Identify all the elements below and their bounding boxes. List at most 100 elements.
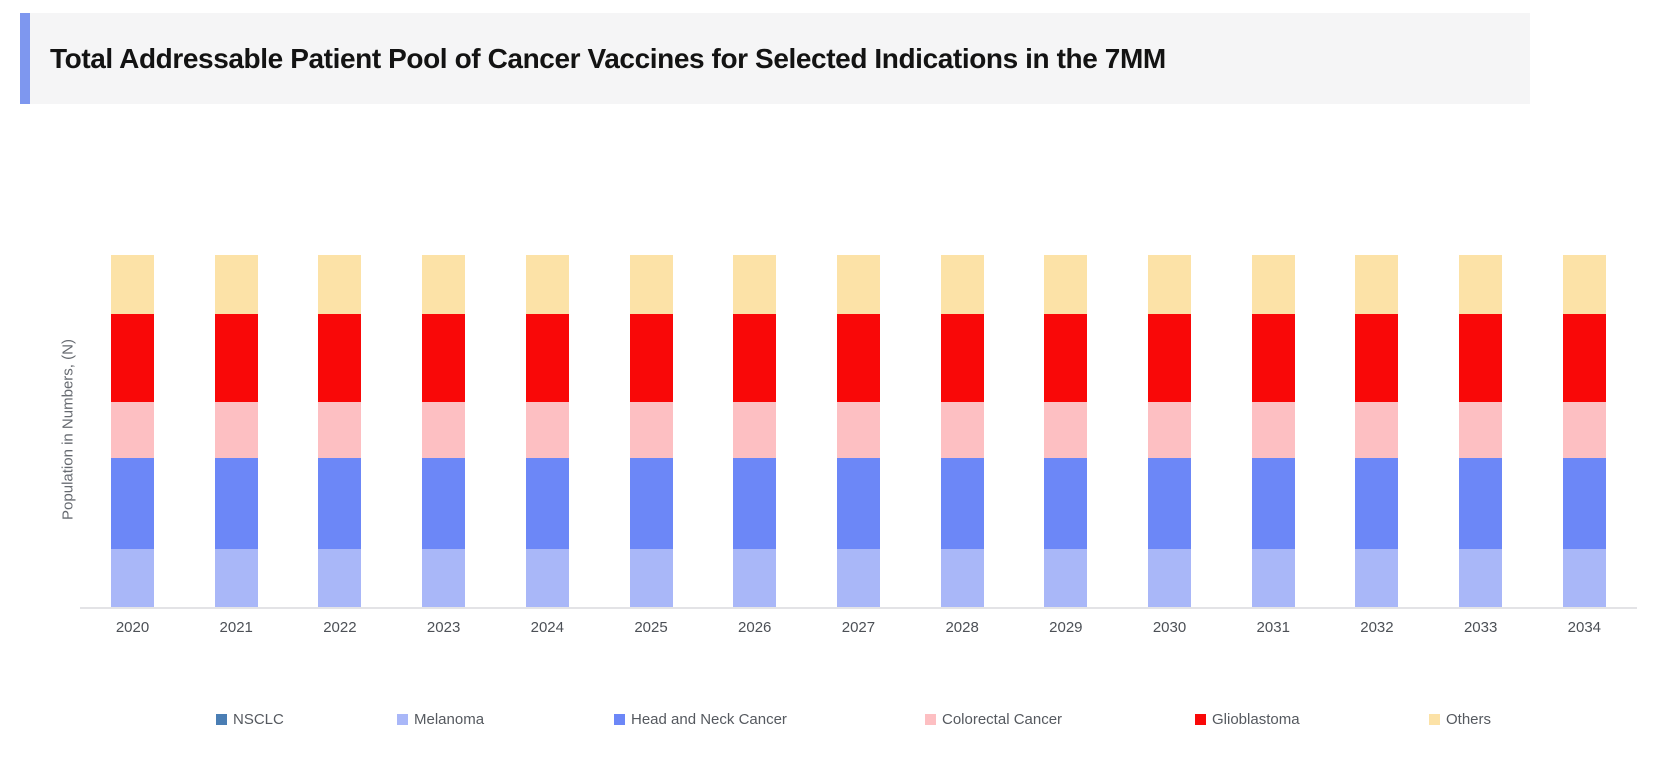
legend-item-colorectal-cancer[interactable]: Colorectal Cancer: [925, 711, 1062, 728]
legend-item-glioblastoma[interactable]: Glioblastoma: [1195, 711, 1300, 728]
segment-melanoma[interactable]: [214, 548, 258, 607]
segment-colorectal-cancer[interactable]: [1459, 402, 1503, 459]
legend-item-head-and-neck-cancer[interactable]: Head and Neck Cancer: [614, 711, 787, 728]
bar-2029[interactable]: 2029: [1044, 255, 1088, 636]
segment-head-and-neck-cancer[interactable]: [1148, 458, 1192, 549]
segment-head-and-neck-cancer[interactable]: [422, 458, 466, 549]
segment-glioblastoma[interactable]: [1562, 314, 1606, 403]
legend-item-others[interactable]: Others: [1429, 711, 1491, 728]
segment-glioblastoma[interactable]: [422, 314, 466, 403]
segment-glioblastoma[interactable]: [1251, 314, 1295, 403]
segment-head-and-neck-cancer[interactable]: [1355, 458, 1399, 549]
segment-glioblastoma[interactable]: [1355, 314, 1399, 403]
bar-2028[interactable]: 2028: [940, 255, 984, 636]
segment-others[interactable]: [525, 255, 569, 315]
segment-colorectal-cancer[interactable]: [733, 402, 777, 459]
bar-2022[interactable]: 2022: [318, 255, 362, 636]
segment-colorectal-cancer[interactable]: [1355, 402, 1399, 459]
segment-others[interactable]: [1459, 255, 1503, 315]
segment-head-and-neck-cancer[interactable]: [318, 458, 362, 549]
segment-glioblastoma[interactable]: [525, 314, 569, 403]
segment-colorectal-cancer[interactable]: [836, 402, 880, 459]
segment-melanoma[interactable]: [1355, 548, 1399, 607]
segment-melanoma[interactable]: [525, 548, 569, 607]
segment-others[interactable]: [629, 255, 673, 315]
segment-colorectal-cancer[interactable]: [1044, 402, 1088, 459]
segment-colorectal-cancer[interactable]: [525, 402, 569, 459]
bar-2030[interactable]: 2030: [1148, 255, 1192, 636]
segment-melanoma[interactable]: [1251, 548, 1295, 607]
segment-glioblastoma[interactable]: [214, 314, 258, 403]
segment-others[interactable]: [1562, 255, 1606, 315]
segment-colorectal-cancer[interactable]: [1251, 402, 1295, 459]
legend-item-melanoma[interactable]: Melanoma: [397, 711, 484, 728]
segment-colorectal-cancer[interactable]: [629, 402, 673, 459]
bar-2024[interactable]: 2024: [525, 255, 569, 636]
legend-swatch-nsclc: [216, 714, 227, 725]
bar-2026[interactable]: 2026: [733, 255, 777, 636]
segment-head-and-neck-cancer[interactable]: [733, 458, 777, 549]
bar-2025[interactable]: 2025: [629, 255, 673, 636]
segment-glioblastoma[interactable]: [1459, 314, 1503, 403]
segment-melanoma[interactable]: [733, 548, 777, 607]
title-band: Total Addressable Patient Pool of Cancer…: [20, 13, 1530, 104]
segment-glioblastoma[interactable]: [1148, 314, 1192, 403]
segment-others[interactable]: [1148, 255, 1192, 315]
segment-colorectal-cancer[interactable]: [111, 402, 154, 459]
segment-colorectal-cancer[interactable]: [1562, 402, 1606, 459]
segment-others[interactable]: [422, 255, 466, 315]
segment-others[interactable]: [836, 255, 880, 315]
bar-2034[interactable]: 2034: [1562, 255, 1606, 636]
segment-melanoma[interactable]: [111, 548, 154, 607]
segment-melanoma[interactable]: [1562, 548, 1606, 607]
segment-glioblastoma[interactable]: [1044, 314, 1088, 403]
bar-2033[interactable]: 2033: [1459, 255, 1503, 636]
segment-glioblastoma[interactable]: [940, 314, 984, 403]
segment-melanoma[interactable]: [836, 548, 880, 607]
segment-head-and-neck-cancer[interactable]: [836, 458, 880, 549]
bar-2031[interactable]: 2031: [1251, 255, 1295, 636]
segment-colorectal-cancer[interactable]: [214, 402, 258, 459]
bar-2032[interactable]: 2032: [1355, 255, 1399, 636]
segment-head-and-neck-cancer[interactable]: [1044, 458, 1088, 549]
segment-colorectal-cancer[interactable]: [1148, 402, 1192, 459]
bar-2020[interactable]: 2020: [111, 255, 154, 636]
segment-head-and-neck-cancer[interactable]: [1459, 458, 1503, 549]
segment-others[interactable]: [318, 255, 362, 315]
segment-head-and-neck-cancer[interactable]: [214, 458, 258, 549]
segment-glioblastoma[interactable]: [111, 314, 154, 403]
segment-others[interactable]: [111, 255, 154, 315]
segment-head-and-neck-cancer[interactable]: [940, 458, 984, 549]
bar-2027[interactable]: 2027: [836, 255, 880, 636]
segment-melanoma[interactable]: [1148, 548, 1192, 607]
segment-colorectal-cancer[interactable]: [422, 402, 466, 459]
segment-glioblastoma[interactable]: [836, 314, 880, 403]
segment-head-and-neck-cancer[interactable]: [1251, 458, 1295, 549]
legend-item-nsclc[interactable]: NSCLC: [216, 711, 284, 728]
segment-colorectal-cancer[interactable]: [940, 402, 984, 459]
segment-glioblastoma[interactable]: [733, 314, 777, 403]
segment-melanoma[interactable]: [422, 548, 466, 607]
segment-melanoma[interactable]: [1459, 548, 1503, 607]
segment-others[interactable]: [1251, 255, 1295, 315]
bar-2021[interactable]: 2021: [214, 255, 258, 636]
segment-colorectal-cancer[interactable]: [318, 402, 362, 459]
bar-2023[interactable]: 2023: [422, 255, 466, 636]
segment-melanoma[interactable]: [318, 548, 362, 607]
segment-melanoma[interactable]: [629, 548, 673, 607]
segment-head-and-neck-cancer[interactable]: [525, 458, 569, 549]
segment-others[interactable]: [1355, 255, 1399, 315]
segment-others[interactable]: [733, 255, 777, 315]
segment-others[interactable]: [214, 255, 258, 315]
segment-others[interactable]: [1044, 255, 1088, 315]
segment-melanoma[interactable]: [940, 548, 984, 607]
segment-glioblastoma[interactable]: [629, 314, 673, 403]
segment-melanoma[interactable]: [1044, 548, 1088, 607]
segment-head-and-neck-cancer[interactable]: [1562, 458, 1606, 549]
segment-head-and-neck-cancer[interactable]: [629, 458, 673, 549]
segment-others[interactable]: [940, 255, 984, 315]
legend-label: Glioblastoma: [1212, 711, 1300, 728]
segment-head-and-neck-cancer[interactable]: [111, 458, 154, 549]
y-axis-label: Population in Numbers, (N): [59, 339, 77, 520]
segment-glioblastoma[interactable]: [318, 314, 362, 403]
